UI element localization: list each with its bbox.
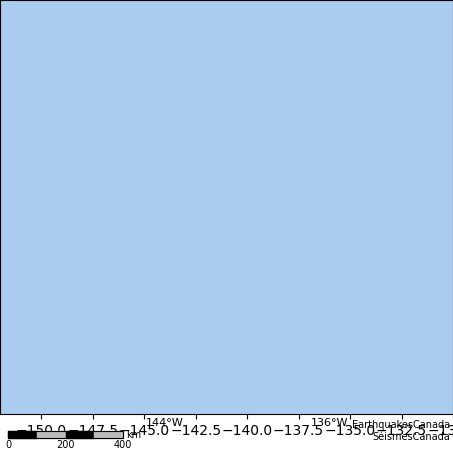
Text: 0: 0 <box>5 440 11 450</box>
Bar <box>37 431 66 438</box>
Text: 144°W: 144°W <box>146 419 183 428</box>
Text: 136°W: 136°W <box>311 419 348 428</box>
Bar <box>66 431 94 438</box>
Bar <box>94 431 123 438</box>
Text: 400: 400 <box>114 440 132 450</box>
Bar <box>8 431 123 438</box>
Text: 200: 200 <box>56 440 75 450</box>
Text: km: km <box>126 430 141 440</box>
Text: EarthquakesCanada: EarthquakesCanada <box>352 420 450 431</box>
Text: SéismesCanada: SéismesCanada <box>372 432 450 442</box>
Bar <box>8 431 37 438</box>
